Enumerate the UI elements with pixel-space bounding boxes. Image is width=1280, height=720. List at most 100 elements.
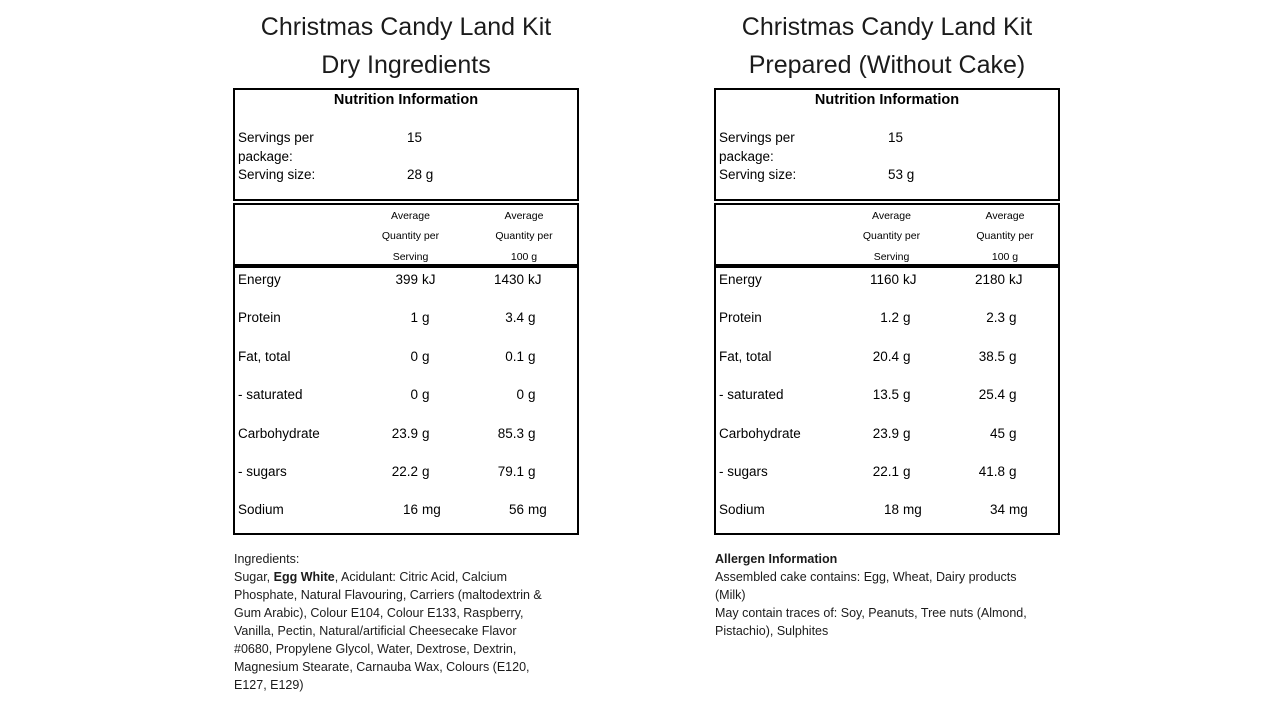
nutrient-per-100g-value: 79.1 g: [471, 460, 577, 498]
servings-per-package-label: Servings per package:: [719, 130, 795, 164]
nutrient-per-100g-value: 0.1 g: [471, 345, 577, 383]
column-header-per-100g: Average Quantity per 100 g: [471, 206, 577, 267]
nutrient-row: Sodium 18 mg 34 mg: [716, 498, 1058, 536]
value-unit: g: [528, 348, 536, 364]
column-header-line: Average: [985, 210, 1025, 222]
label-title: Christmas Candy Land Kit Dry Ingredients: [173, 8, 639, 84]
allergen-block: Allergen Information Assembled cake cont…: [715, 550, 1049, 640]
value-number: 38.5: [978, 348, 1005, 364]
nutrient-per-100g-value: 25.4 g: [952, 383, 1058, 421]
title-line-product: Christmas Candy Land Kit: [741, 13, 1033, 41]
nutrient-per-100g-value: 2180 kJ: [952, 268, 1058, 306]
nutrient-name: Fat, total: [719, 348, 772, 364]
value-unit: kJ: [1009, 272, 1023, 287]
column-header-per-serving: Average Quantity per Serving: [831, 206, 952, 267]
value-unit: g: [422, 463, 430, 479]
value-unit: g: [903, 425, 911, 441]
value-number: 23.9: [391, 425, 418, 441]
value-unit: g: [903, 348, 911, 364]
value-number: 41.8: [978, 463, 1005, 479]
column-header-line: 100 g: [510, 250, 538, 263]
value-number: 79.1: [497, 463, 524, 479]
nutrient-per-serving-value: 1.2 g: [831, 306, 952, 344]
nutrient-per-100g-value: 85.3 g: [471, 422, 577, 460]
nutrient-row: Carbohydrate 23.9 g 85.3 g: [235, 422, 577, 460]
footer-text-line: Assembled cake contains: Egg, Wheat, Dai…: [715, 568, 1049, 604]
value-number: 1: [410, 310, 418, 326]
value-number: 45: [989, 425, 1005, 441]
nutrient-name: Protein: [238, 310, 281, 326]
servings-per-package-row: Servings per package: 15: [716, 129, 1058, 166]
nutrient-name: Fat, total: [238, 348, 291, 364]
nutrient-per-100g-value: 38.5 g: [952, 345, 1058, 383]
nutrient-rows-section: Energy 1160 kJ 2180 kJ Protein 1.2 g 2.3 g F…: [714, 266, 1060, 535]
nutrient-name: - saturated: [719, 387, 784, 403]
serving-size-row: Serving size: 53 g: [716, 166, 1058, 185]
nutrient-per-100g-value: 2.3 g: [952, 306, 1058, 344]
servings-per-package-label: Servings per package:: [238, 130, 314, 164]
value-number: 23.9: [872, 425, 899, 441]
column-header-spacer: [716, 206, 831, 267]
column-header-per-100g: Average Quantity per 100 g: [952, 206, 1058, 267]
value-number: 56: [508, 502, 524, 518]
title-line-product: Christmas Candy Land Kit: [260, 13, 552, 41]
nutrient-row: Sodium 16 mg 56 mg: [235, 498, 577, 536]
nutrient-row: - sugars 22.2 g 79.1 g: [235, 460, 577, 498]
value-unit: g: [903, 387, 911, 403]
label-title: Christmas Candy Land Kit Prepared (Witho…: [654, 8, 1120, 84]
value-number: 1.2: [880, 310, 899, 326]
nutrition-table-header-section: Nutrition Information Servings per packa…: [233, 88, 579, 201]
value-unit: g: [903, 310, 911, 326]
footer-text-segment: May contain traces of: Soy, Peanuts, Tre…: [715, 606, 1027, 638]
nutrient-per-serving-value: 22.1 g: [831, 460, 952, 498]
nutrient-per-serving-value: 1160 kJ: [831, 268, 952, 306]
column-header-line: Average: [872, 210, 911, 222]
value-number: 399: [395, 272, 418, 287]
column-header-spacer: [235, 206, 350, 267]
nutrient-name: - saturated: [238, 387, 303, 403]
footer-text-segment: Sugar,: [234, 570, 274, 584]
value-unit: g: [1009, 387, 1017, 403]
footer-lines: Assembled cake contains: Egg, Wheat, Dai…: [715, 568, 1049, 640]
column-header-line: Serving: [392, 250, 429, 263]
nutrient-name: - sugars: [719, 463, 768, 479]
nutrient-row: - saturated 13.5 g 25.4 g: [716, 383, 1058, 421]
footer-text-line: Sugar, Egg White, Acidulant: Citric Acid…: [234, 568, 548, 694]
nutrient-per-serving-value: 20.4 g: [831, 345, 952, 383]
value-unit: kJ: [422, 272, 436, 287]
nutrient-row: Fat, total 20.4 g 38.5 g: [716, 345, 1058, 383]
value-number: 1160: [869, 272, 899, 287]
nutrient-name: Protein: [719, 310, 762, 326]
nutrient-row: Protein 1.2 g 2.3 g: [716, 306, 1058, 344]
column-header-line: 100 g: [991, 250, 1019, 263]
nutrient-row: Carbohydrate 23.9 g 45 g: [716, 422, 1058, 460]
nutrient-name: Sodium: [238, 502, 284, 518]
value-unit: g: [1009, 425, 1017, 441]
column-header-line: Quantity per: [381, 230, 440, 243]
serving-size-value: 28 g: [407, 167, 434, 182]
nutrient-per-100g-value: 45 g: [952, 422, 1058, 460]
value-number: 18: [883, 502, 899, 518]
footer-text-segment: Assembled cake contains: Egg, Wheat, Dai…: [715, 570, 1017, 602]
column-headers-section: Average Quantity per Serving Average Qua…: [714, 203, 1060, 266]
value-number: 3.4: [505, 310, 524, 326]
value-unit: mg: [422, 502, 441, 518]
column-header-line: Average: [504, 210, 544, 222]
value-unit: mg: [1009, 502, 1028, 518]
value-number: 20.4: [872, 348, 899, 364]
title-line-variant: Dry Ingredients: [321, 51, 491, 79]
value-number: 85.3: [497, 425, 524, 441]
value-number: 2.3: [986, 310, 1005, 326]
nutrient-name: - sugars: [238, 463, 287, 479]
column-header-line: Serving: [873, 250, 910, 263]
nutrient-per-serving-value: 23.9 g: [350, 422, 471, 460]
servings-per-package-row: Servings per package: 15: [235, 129, 577, 166]
